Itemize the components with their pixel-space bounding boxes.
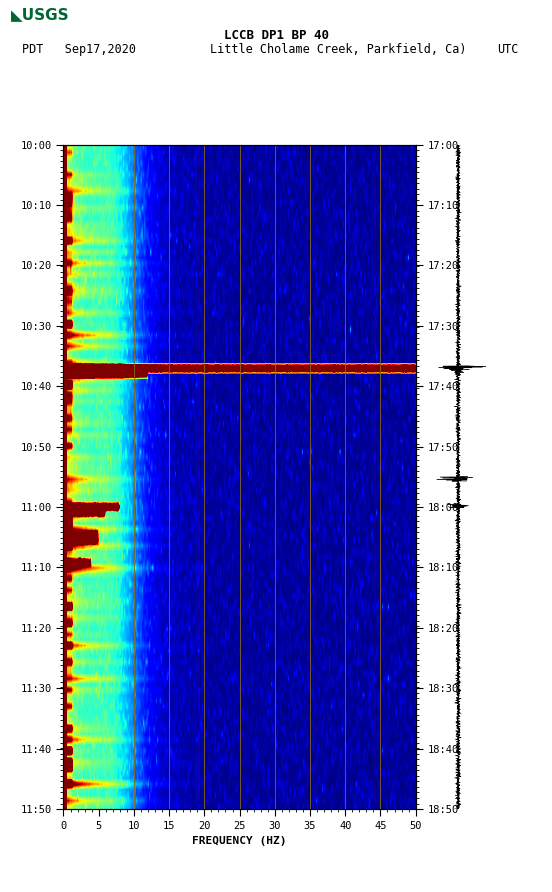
Text: ◣USGS: ◣USGS [11,7,70,22]
Text: LCCB DP1 BP 40: LCCB DP1 BP 40 [224,29,328,42]
X-axis label: FREQUENCY (HZ): FREQUENCY (HZ) [192,837,287,847]
Text: UTC: UTC [497,44,518,56]
Text: Little Cholame Creek, Parkfield, Ca): Little Cholame Creek, Parkfield, Ca) [210,44,466,56]
Text: PDT   Sep17,2020: PDT Sep17,2020 [22,44,136,56]
